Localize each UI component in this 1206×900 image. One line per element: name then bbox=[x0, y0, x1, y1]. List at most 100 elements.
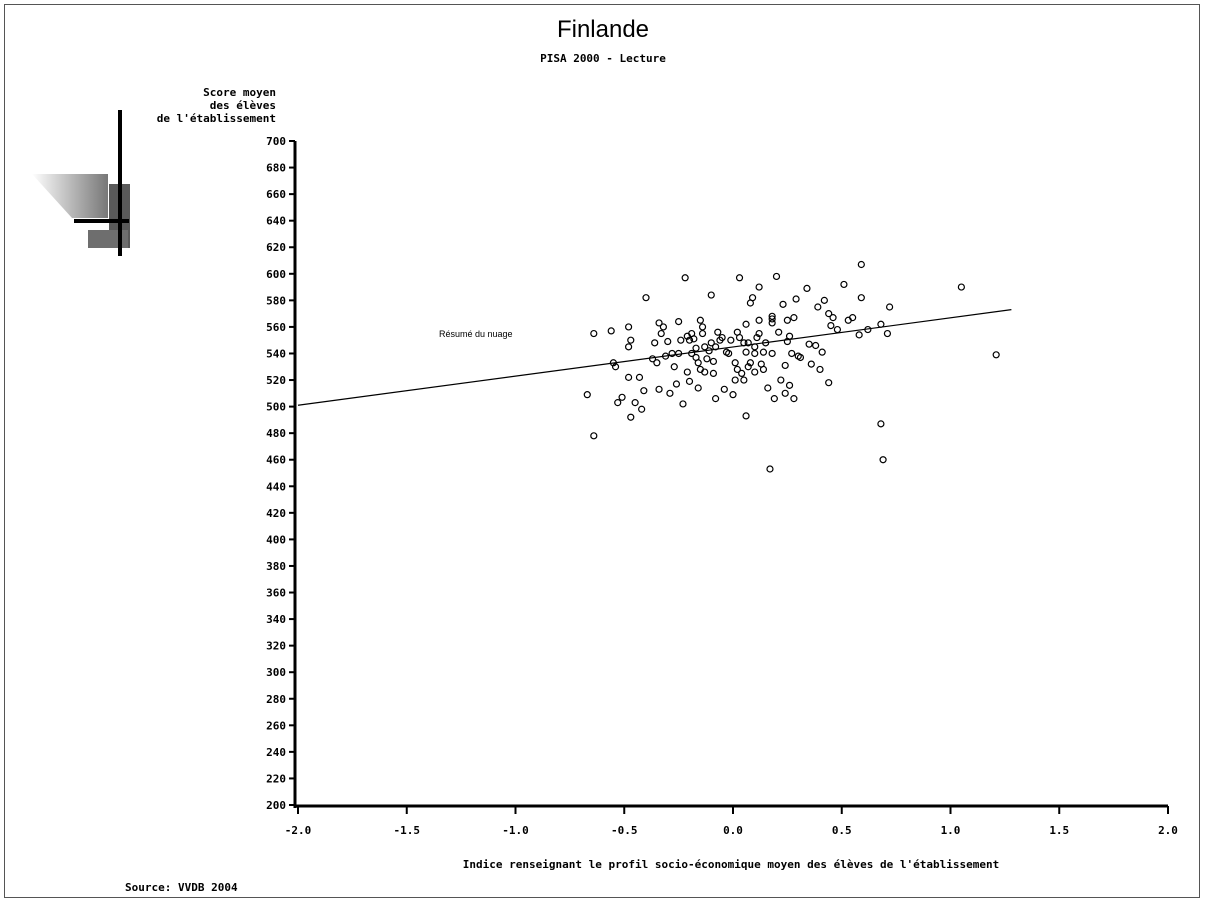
data-point bbox=[607, 327, 615, 335]
data-point bbox=[707, 291, 715, 299]
data-point bbox=[714, 328, 722, 336]
x-tick-label: 0.5 bbox=[832, 824, 852, 837]
y-tick-label: 600 bbox=[266, 268, 286, 281]
data-point bbox=[790, 314, 798, 322]
data-point bbox=[666, 389, 674, 397]
y-tick-label: 560 bbox=[266, 321, 286, 334]
data-point bbox=[857, 260, 865, 269]
y-tick-label: 200 bbox=[266, 799, 286, 812]
x-tick-label: 0.0 bbox=[723, 824, 743, 837]
data-point bbox=[759, 365, 768, 374]
data-point bbox=[640, 387, 648, 395]
data-point bbox=[759, 348, 768, 356]
data-point bbox=[657, 329, 665, 338]
data-point bbox=[833, 325, 842, 334]
y-axis-label-line-2: des élèves bbox=[209, 99, 276, 112]
data-point bbox=[879, 456, 887, 464]
y-tick-label: 340 bbox=[266, 613, 286, 626]
y-tick-label: 380 bbox=[266, 560, 286, 573]
y-tick-label: 280 bbox=[266, 693, 286, 706]
x-tick-label: -1.0 bbox=[502, 824, 529, 837]
trend-line-label: Résumé du nuage bbox=[439, 329, 513, 339]
data-point bbox=[740, 339, 748, 347]
data-point bbox=[735, 333, 744, 342]
data-point bbox=[624, 343, 633, 351]
y-axis-label: Score moyen des élèves de l'établissemen… bbox=[157, 86, 276, 125]
data-point bbox=[642, 294, 650, 302]
axes: 200 220 240 260 280 300 320 340 360 380 400 420 440 4… bbox=[266, 135, 1178, 837]
x-tick-label: 1.0 bbox=[941, 824, 961, 837]
data-point bbox=[635, 373, 644, 381]
y-tick-label: 460 bbox=[266, 454, 286, 467]
data-point bbox=[627, 336, 635, 344]
data-point bbox=[672, 380, 681, 388]
data-point bbox=[772, 272, 781, 281]
data-point bbox=[781, 389, 789, 397]
y-tick-label: 540 bbox=[266, 347, 286, 360]
data-point bbox=[820, 296, 828, 304]
data-point bbox=[701, 343, 709, 351]
data-point bbox=[825, 379, 833, 387]
data-point bbox=[768, 319, 776, 327]
data-point bbox=[751, 349, 759, 358]
data-point bbox=[698, 329, 707, 338]
data-point bbox=[731, 376, 739, 384]
data-point bbox=[725, 349, 733, 358]
data-point bbox=[696, 316, 704, 324]
data-point bbox=[627, 413, 635, 421]
y-tick-label: 400 bbox=[266, 533, 286, 546]
data-point bbox=[609, 359, 617, 367]
data-point bbox=[781, 361, 789, 370]
data-point bbox=[718, 333, 726, 342]
data-point bbox=[825, 310, 833, 318]
logo-horizontal-bar bbox=[74, 219, 129, 223]
publisher-logo bbox=[32, 110, 130, 256]
y-axis-label-line-1: Score moyen bbox=[203, 86, 276, 99]
data-point bbox=[770, 395, 778, 403]
data-point bbox=[677, 336, 685, 344]
y-tick-label: 260 bbox=[266, 719, 286, 732]
data-point bbox=[755, 329, 763, 338]
data-point bbox=[688, 349, 696, 358]
data-point bbox=[683, 368, 691, 376]
data-point bbox=[655, 319, 663, 327]
x-tick-label: -0.5 bbox=[611, 824, 638, 837]
y-tick-label: 680 bbox=[266, 162, 286, 175]
data-point bbox=[694, 384, 702, 392]
data-point bbox=[738, 369, 746, 377]
data-point bbox=[768, 312, 776, 320]
data-point bbox=[733, 365, 741, 374]
data-point bbox=[701, 368, 709, 376]
data-point bbox=[670, 363, 678, 371]
data-point bbox=[744, 339, 752, 347]
data-point bbox=[751, 368, 759, 376]
data-point bbox=[675, 349, 683, 358]
data-point bbox=[803, 284, 811, 293]
data-point bbox=[796, 353, 805, 362]
data-point bbox=[692, 344, 700, 352]
data-point bbox=[661, 352, 670, 360]
data-point bbox=[709, 369, 718, 377]
data-point bbox=[883, 329, 892, 338]
data-point bbox=[664, 337, 672, 346]
data-point bbox=[755, 316, 763, 324]
data-point bbox=[742, 348, 750, 356]
data-point bbox=[679, 400, 687, 408]
data-point bbox=[735, 274, 744, 282]
data-point bbox=[681, 274, 689, 282]
data-point bbox=[631, 399, 639, 407]
data-point bbox=[957, 283, 965, 291]
data-point bbox=[816, 365, 824, 374]
source-note: Source: VVDB 2004 bbox=[125, 881, 238, 894]
chart-title: Finlande bbox=[556, 16, 650, 43]
data-point bbox=[849, 314, 857, 322]
data-point bbox=[651, 339, 659, 347]
y-tick-label: 700 bbox=[266, 135, 286, 148]
logo-gradient-shape bbox=[32, 174, 108, 218]
data-point bbox=[590, 329, 598, 338]
data-point bbox=[755, 283, 763, 291]
y-tick-label: 620 bbox=[266, 241, 286, 254]
data-point bbox=[812, 341, 820, 350]
data-point bbox=[775, 328, 783, 336]
